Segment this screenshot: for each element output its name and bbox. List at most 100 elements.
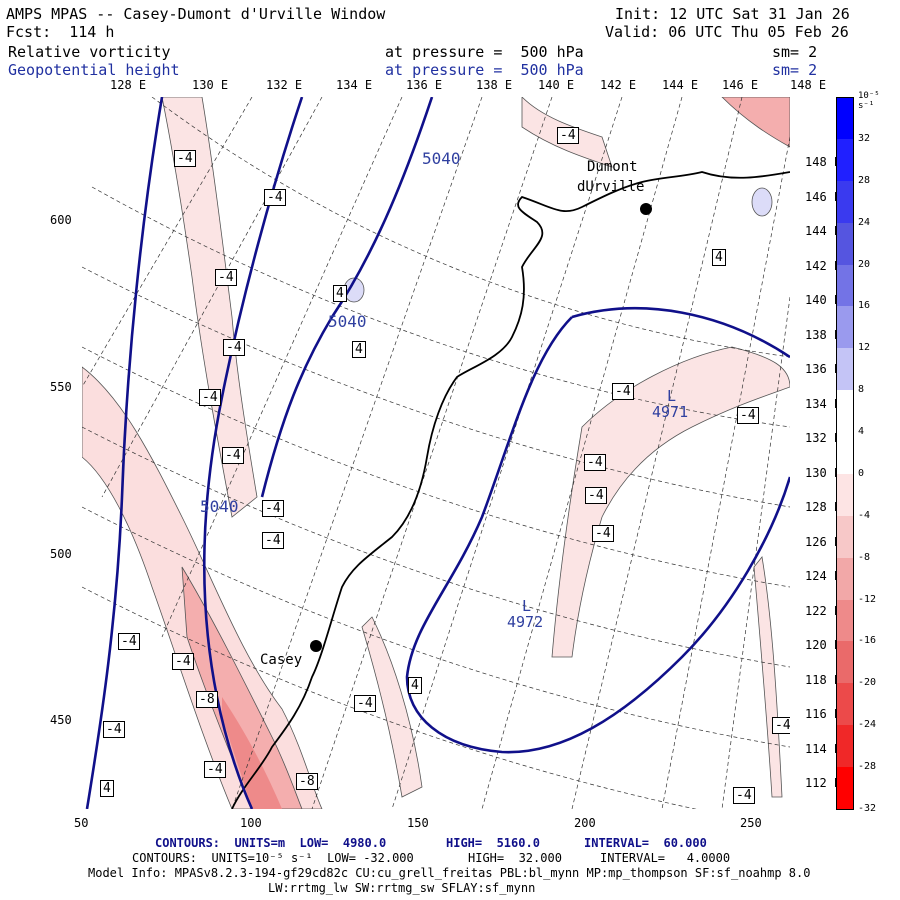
right-longitude-label: 138 E (805, 327, 842, 342)
right-longitude-label: 136 E (805, 362, 842, 376)
station-label: Dumont (587, 159, 638, 175)
right-longitude-label: 144 E (805, 224, 842, 238)
footer-height-high: HIGH= 5160.0 (446, 836, 540, 850)
right-longitude-label: 146 E (805, 189, 842, 204)
vorticity-height-map (82, 97, 790, 809)
colorbar-swatch (836, 180, 854, 223)
top-longitude-label: 128 E (110, 78, 147, 92)
colorbar-swatch (836, 264, 854, 307)
vorticity-contour-label: -4 (612, 383, 634, 400)
colorbar-swatch (836, 683, 854, 726)
right-longitude-label: 140 E (805, 293, 842, 307)
colorbar-label: -16 (858, 635, 877, 647)
top-longitude-label: 140 E (538, 78, 575, 92)
field1-level: at pressure = 500 hPa (385, 43, 584, 61)
y-tick-label: 500 (50, 547, 72, 561)
top-longitude-label: 148 E (790, 78, 827, 92)
map-title: AMPS MPAS -- Casey-Dumont d'Urville Wind… (6, 5, 386, 23)
top-longitude-label: 146 E (722, 78, 759, 92)
colorbar-swatch (836, 473, 854, 516)
right-longitude-label: 116 E (805, 707, 842, 721)
coastline (231, 171, 790, 809)
vorticity-contour-label: -4 (215, 269, 237, 286)
vorticity-contour-label: -4 (174, 150, 196, 167)
colorbar-label: 8 (858, 384, 865, 396)
station-label: Casey (260, 652, 303, 668)
top-longitude-label: 138 E (476, 78, 513, 92)
vorticity-contour-label: 4 (712, 249, 726, 266)
y-tick-label: 450 (50, 713, 72, 727)
y-tick-label: 550 (50, 380, 72, 394)
geopotential-height-contours (85, 97, 790, 809)
right-longitude-label: 112 E (805, 776, 842, 790)
colorbar-swatch (836, 306, 854, 349)
colorbar-label: -28 (858, 761, 877, 773)
station-marker (310, 640, 322, 652)
colorbar-label: -24 (858, 719, 877, 731)
vorticity-contour-label: -4 (557, 127, 579, 144)
vorticity-contour-label: 4 (333, 285, 347, 302)
vorticity-contour-label: -4 (262, 500, 284, 517)
field2-name: Geopotential height (8, 61, 180, 79)
vorticity-contour-label: 4 (408, 677, 422, 694)
colorbar-label: 0 (858, 467, 865, 479)
top-longitude-label: 130 E (192, 78, 229, 92)
right-longitude-label: 122 E (805, 603, 842, 618)
colorbar-label: 12 (858, 342, 871, 354)
top-longitude-label: 134 E (336, 78, 373, 92)
low-symbol: L (522, 597, 532, 615)
vorticity-contour-label: -4 (118, 633, 140, 650)
top-longitude-label: 144 E (662, 78, 699, 92)
colorbar-swatch (836, 515, 854, 558)
colorbar-label: -12 (858, 593, 877, 605)
low-value: 4971 (652, 403, 689, 421)
y-tick-label: 600 (50, 213, 72, 227)
vorticity-contour-label: 4 (352, 341, 366, 358)
vorticity-contour-label: -4 (737, 407, 759, 424)
field2-smooth: sm= 2 (772, 61, 818, 79)
colorbar-swatch (836, 725, 854, 768)
colorbar-swatch (836, 348, 854, 391)
x-tick-label: 100 (240, 816, 262, 830)
x-tick-label: 50 (74, 816, 89, 830)
colorbar-label: -8 (858, 551, 871, 563)
vorticity-contour-label: -8 (296, 773, 318, 790)
colorbar-label: 16 (858, 300, 871, 312)
colorbar-swatch (836, 557, 854, 600)
vorticity-contour-label: -4 (172, 653, 194, 670)
init-time: Init: 12 UTC Sat 31 Jan 26 (615, 5, 850, 23)
height-contour-label: 5040 (200, 497, 239, 516)
vorticity-contour-label: -4 (354, 695, 376, 712)
footer-vort-contours: CONTOURS: UNITS=10⁻⁵ s⁻¹ LOW= -32.000 (132, 851, 414, 865)
footer-height-contours: CONTOURS: UNITS=m LOW= 4980.0 (155, 836, 387, 850)
field1-smooth: sm= 2 (772, 43, 818, 61)
colorbar-swatch (836, 432, 854, 474)
right-longitude-label: 120 E (805, 638, 842, 652)
colorbar-swatch (836, 222, 854, 265)
colorbar-swatch (836, 390, 854, 433)
vorticity-contour-label: -4 (204, 761, 226, 778)
model-info: Model Info: MPASv8.2.3-194-gf29cd82c CU:… (88, 866, 811, 880)
right-longitude-label: 118 E (805, 672, 842, 687)
colorbar-label: -4 (858, 509, 871, 521)
right-longitude-label: 126 E (805, 534, 842, 549)
right-longitude-label: 134 E (805, 396, 842, 411)
colorbar-label: 20 (858, 258, 871, 270)
height-contour-label: 5040 (328, 312, 367, 331)
vorticity-contour-label: 4 (100, 780, 114, 797)
x-tick-label: 150 (407, 816, 429, 830)
x-tick-label: 250 (740, 816, 762, 830)
top-longitude-label: 132 E (266, 78, 303, 92)
vorticity-contour-label: -4 (262, 532, 284, 549)
colorbar-label: -20 (858, 677, 877, 689)
colorbar-swatch (836, 599, 854, 642)
vorticity-contour-label: -4 (199, 389, 221, 406)
model-info-2: LW:rrtmg_lw SW:rrtmg_sw SFLAY:sf_mynn (268, 881, 536, 895)
vorticity-contour-label: -8 (196, 691, 218, 708)
top-longitude-label: 142 E (600, 78, 637, 92)
right-longitude-label: 148 E (805, 155, 842, 169)
vorticity-contour-label: -4 (592, 525, 614, 542)
vorticity-contour-label: -4 (733, 787, 755, 804)
right-longitude-label: 132 E (805, 431, 842, 445)
right-longitude-label: 130 E (805, 465, 842, 480)
